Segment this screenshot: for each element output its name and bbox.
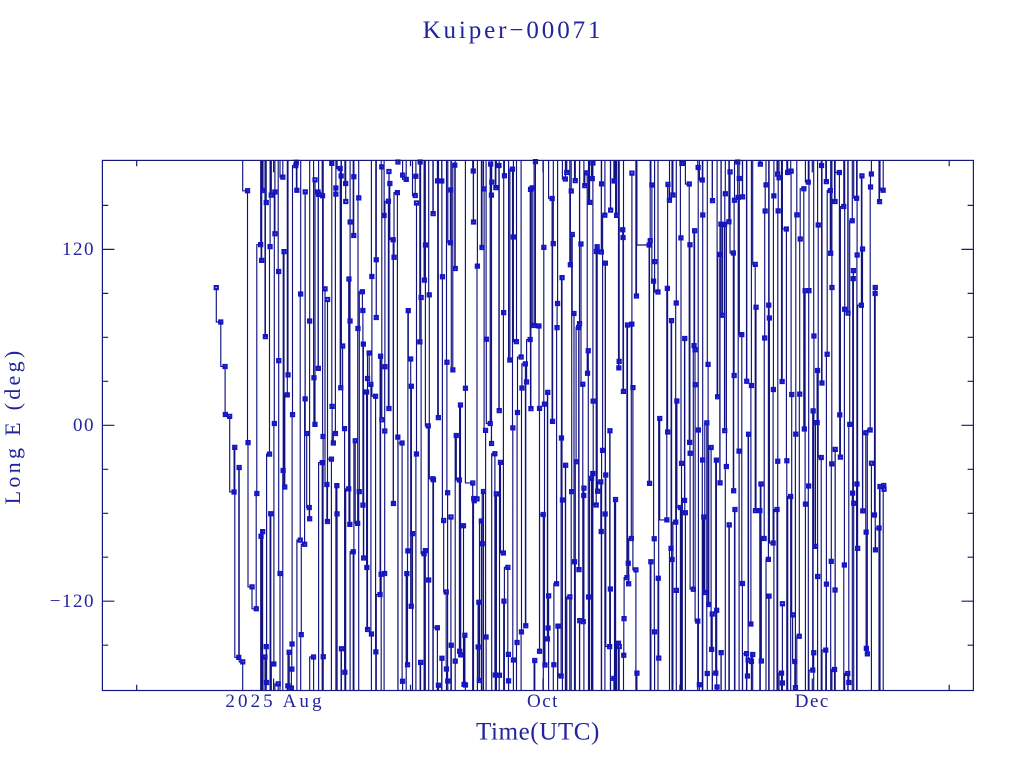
- svg-text:120: 120: [62, 239, 95, 260]
- svg-text:Long E (deg): Long E (deg): [0, 347, 25, 504]
- svg-text:Dec: Dec: [795, 691, 830, 712]
- svg-text:−120: −120: [50, 591, 95, 612]
- svg-text:Oct: Oct: [527, 691, 559, 712]
- svg-text:2025 Aug: 2025 Aug: [225, 691, 324, 712]
- svg-text:Kuiper−00071: Kuiper−00071: [423, 17, 604, 44]
- svg-text:Time(UTC): Time(UTC): [476, 719, 600, 746]
- svg-text:00: 00: [73, 415, 95, 436]
